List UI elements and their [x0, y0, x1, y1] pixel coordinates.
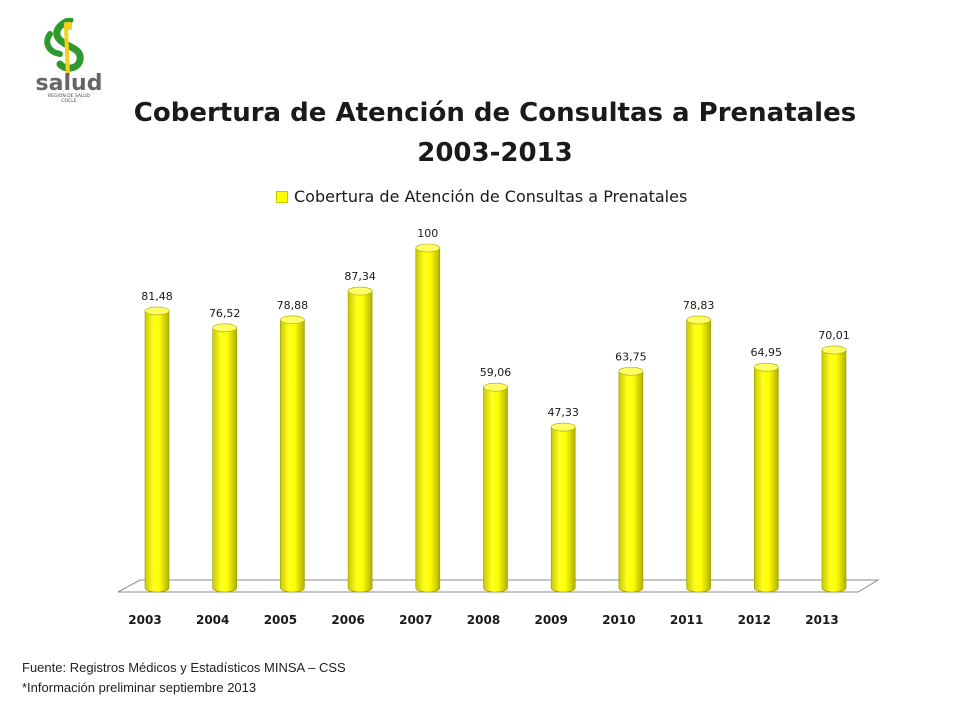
bar-2003 — [144, 306, 170, 593]
bar-2008 — [483, 382, 508, 593]
chart-subtitle: 2003-2013 — [417, 138, 573, 168]
x-tick-label: 2012 — [738, 613, 771, 627]
value-label: 87,34 — [344, 270, 376, 283]
bar-2007 — [415, 243, 441, 593]
value-label: 78,88 — [277, 299, 309, 312]
serpent-symbol-icon — [44, 18, 84, 77]
x-tick-label: 2004 — [196, 613, 229, 627]
value-label: 64,95 — [751, 346, 783, 359]
logo-text: salud — [36, 71, 103, 96]
salud-logo: salud REGION DE SALUD COCLE — [36, 18, 103, 104]
x-tick-label: 2003 — [128, 613, 161, 627]
bar-2012 — [753, 362, 779, 593]
source-note: Fuente: Registros Médicos y Estadísticos… — [22, 660, 346, 675]
x-tick-label: 2013 — [805, 613, 838, 627]
value-label: 70,01 — [818, 329, 850, 342]
bar-2004 — [212, 323, 237, 593]
bar-2011 — [686, 315, 711, 593]
logo-subtext-2: COCLE — [61, 98, 76, 104]
legend-label: Cobertura de Atención de Consultas a Pre… — [294, 187, 688, 206]
x-tick-label: 2010 — [602, 613, 635, 627]
bar-2009 — [550, 422, 576, 593]
x-tick-label: 2008 — [467, 613, 500, 627]
chart-title: Cobertura de Atención de Consultas a Pre… — [133, 98, 857, 128]
bar-2005 — [280, 315, 305, 593]
x-tick-label: 2006 — [331, 613, 364, 627]
bar-2013 — [821, 345, 847, 593]
chart-legend: Cobertura de Atención de Consultas a Pre… — [276, 187, 687, 206]
value-label: 100 — [417, 227, 438, 240]
legend-swatch — [276, 190, 288, 203]
logo-subtext: REGION DE SALUD — [48, 93, 90, 99]
x-tick-label: 2005 — [264, 613, 297, 627]
value-label: 78,83 — [683, 299, 715, 312]
value-label: 59,06 — [480, 366, 512, 379]
bar-2010 — [618, 366, 644, 593]
preliminary-note: *Información preliminar septiembre 2013 — [22, 680, 257, 695]
x-tick-label: 2007 — [399, 613, 432, 627]
x-tick-label: 2011 — [670, 613, 703, 627]
value-label: 63,75 — [615, 350, 647, 363]
value-label: 81,48 — [141, 290, 173, 303]
bar-2006 — [347, 286, 373, 593]
value-label: 47,33 — [547, 406, 579, 419]
value-label: 76,52 — [209, 307, 241, 320]
x-tick-label: 2009 — [534, 613, 567, 627]
